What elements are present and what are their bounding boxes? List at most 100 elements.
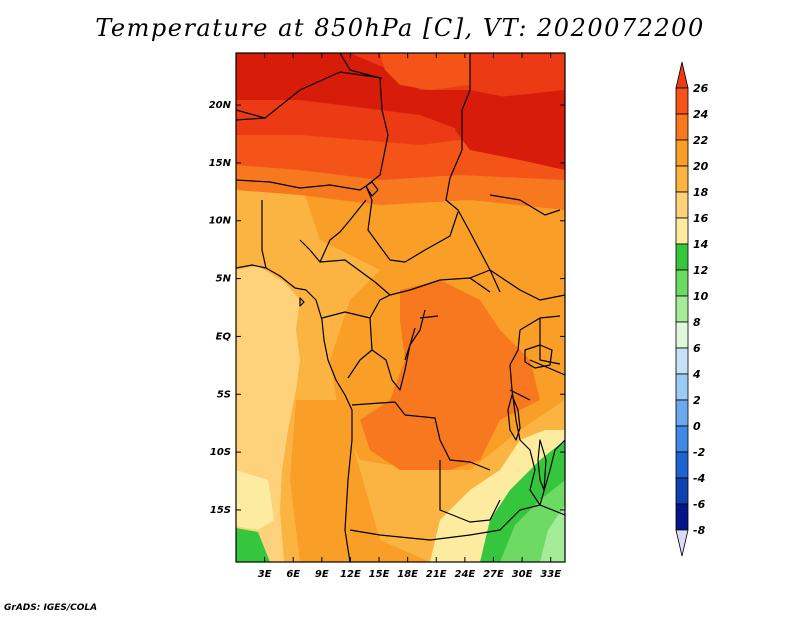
border-congo-drc (369, 294, 426, 391)
lat-label: 10S (210, 447, 231, 458)
longitude-axis: 3E 6E 9E 12E 15E 18E 21E 24E 27E 30E 33E (258, 53, 561, 580)
border-chad-car (365, 185, 459, 263)
border-drc-angola (351, 401, 491, 471)
border-zimbabwe (469, 504, 541, 536)
border-mozambique (539, 439, 565, 516)
colorbar-swatch (675, 165, 689, 193)
border-niger-nigeria (236, 179, 367, 191)
colorbar-label: 10 (693, 290, 709, 303)
colorbar-swatch (675, 347, 689, 375)
border-car-drc (319, 259, 491, 296)
lon-label: 33E (540, 569, 561, 580)
lon-label: 6E (286, 569, 300, 580)
border-namibia (349, 529, 471, 541)
border-ethiopia (489, 194, 561, 216)
colorbar-swatch (675, 191, 689, 219)
colorbar-top-arrow (675, 61, 689, 89)
border-drc-east (509, 329, 521, 441)
colorbar-swatch (675, 399, 689, 427)
colorbar-swatch (675, 243, 689, 271)
latitude-axis: 20N 15N 10N 5N EQ 5S 10S 15S (209, 100, 565, 516)
colorbar-label: 12 (693, 264, 709, 277)
lake-victoria (524, 344, 553, 369)
colorbar-label: -2 (693, 446, 706, 459)
colorbar-swatch (675, 295, 689, 323)
lon-label: 18E (397, 569, 418, 580)
colorbar-swatch (675, 113, 689, 141)
border-cameroon-nigeria (299, 199, 367, 263)
colorbar-swatch (675, 477, 689, 505)
field-south-18 (290, 400, 430, 562)
lat-label: 10N (209, 216, 232, 227)
plot-frame (235, 52, 566, 563)
colorbar-swatch (675, 269, 689, 297)
colorbar-label: 14 (693, 238, 708, 251)
colorbar-label: -4 (693, 472, 705, 485)
colorbar-swatch (675, 217, 689, 245)
colorbar-label: -8 (693, 524, 706, 537)
colorbar-swatch (675, 321, 689, 349)
field-southeast-6 (540, 505, 565, 562)
border-tanzania (509, 359, 565, 401)
border-gabon-congo (321, 311, 373, 379)
lat-label: EQ (216, 331, 232, 342)
lat-label: 15N (209, 158, 232, 169)
border-niger-chad (236, 71, 383, 121)
country-borders (236, 53, 565, 562)
colorbar-bottom-arrow (675, 529, 689, 557)
colorbar-label: 2 (693, 394, 701, 407)
colorbar-label: 6 (693, 342, 701, 355)
coastline-west-africa (236, 264, 353, 562)
lon-label: 24E (454, 569, 475, 580)
map-title: Temperature at 850hPa [C], VT: 202007220… (95, 14, 705, 42)
lon-label: 15E (369, 569, 390, 580)
border-libya-algeria (339, 53, 389, 187)
grads-credit: GrADS: IGES/COLA (4, 603, 98, 613)
border-drc-sudan-south (469, 269, 565, 301)
colorbar-label: 4 (692, 368, 701, 381)
colorbar-swatch (675, 139, 689, 167)
border-zambia-angola (439, 460, 501, 523)
river-congo (404, 315, 439, 361)
border-malawi (519, 439, 556, 506)
colorbar-label: 20 (693, 160, 709, 173)
lat-label: 15S (210, 505, 231, 516)
colorbar-label: -6 (693, 498, 706, 511)
lake-chad (365, 181, 379, 197)
field-congo-20 (360, 280, 540, 470)
colorbar-label: 8 (693, 316, 701, 329)
colorbar-label: 26 (693, 82, 709, 95)
border-mali-algeria (236, 109, 266, 119)
colorbar-label: 16 (693, 212, 709, 225)
border-nigeria-benin (261, 200, 267, 269)
colorbar-label: 18 (693, 186, 709, 199)
lon-label: 30E (512, 569, 533, 580)
lon-label: 12E (340, 569, 361, 580)
lake-tanganyika (507, 394, 521, 441)
field-southwest-12 (236, 470, 274, 530)
colorbar-swatch (675, 87, 689, 115)
lon-label: 21E (426, 569, 447, 580)
colorbar-label: 0 (693, 420, 701, 433)
border-uganda-kenya (519, 315, 561, 365)
colorbar-swatch (675, 503, 689, 531)
field-top-center-22 (380, 53, 470, 90)
island-bioko (299, 297, 305, 307)
colorbar-label: 24 (693, 108, 708, 121)
field-east-north-26 (455, 90, 565, 170)
border-libya-egypt-sudan (445, 53, 501, 293)
colorbar-label: 22 (693, 134, 709, 147)
colorbar-swatch (675, 425, 689, 453)
colorbar-swatch (675, 451, 689, 479)
colorbar-swatch (675, 373, 689, 401)
lon-label: 27E (483, 569, 504, 580)
field-southwest-10 (236, 528, 270, 562)
lat-label: 20N (209, 100, 232, 111)
lat-label: 5S (217, 389, 231, 400)
lon-label: 9E (315, 569, 329, 580)
lon-label: 3E (258, 569, 272, 580)
lat-label: 5N (216, 274, 232, 285)
lake-malawi (537, 439, 547, 491)
